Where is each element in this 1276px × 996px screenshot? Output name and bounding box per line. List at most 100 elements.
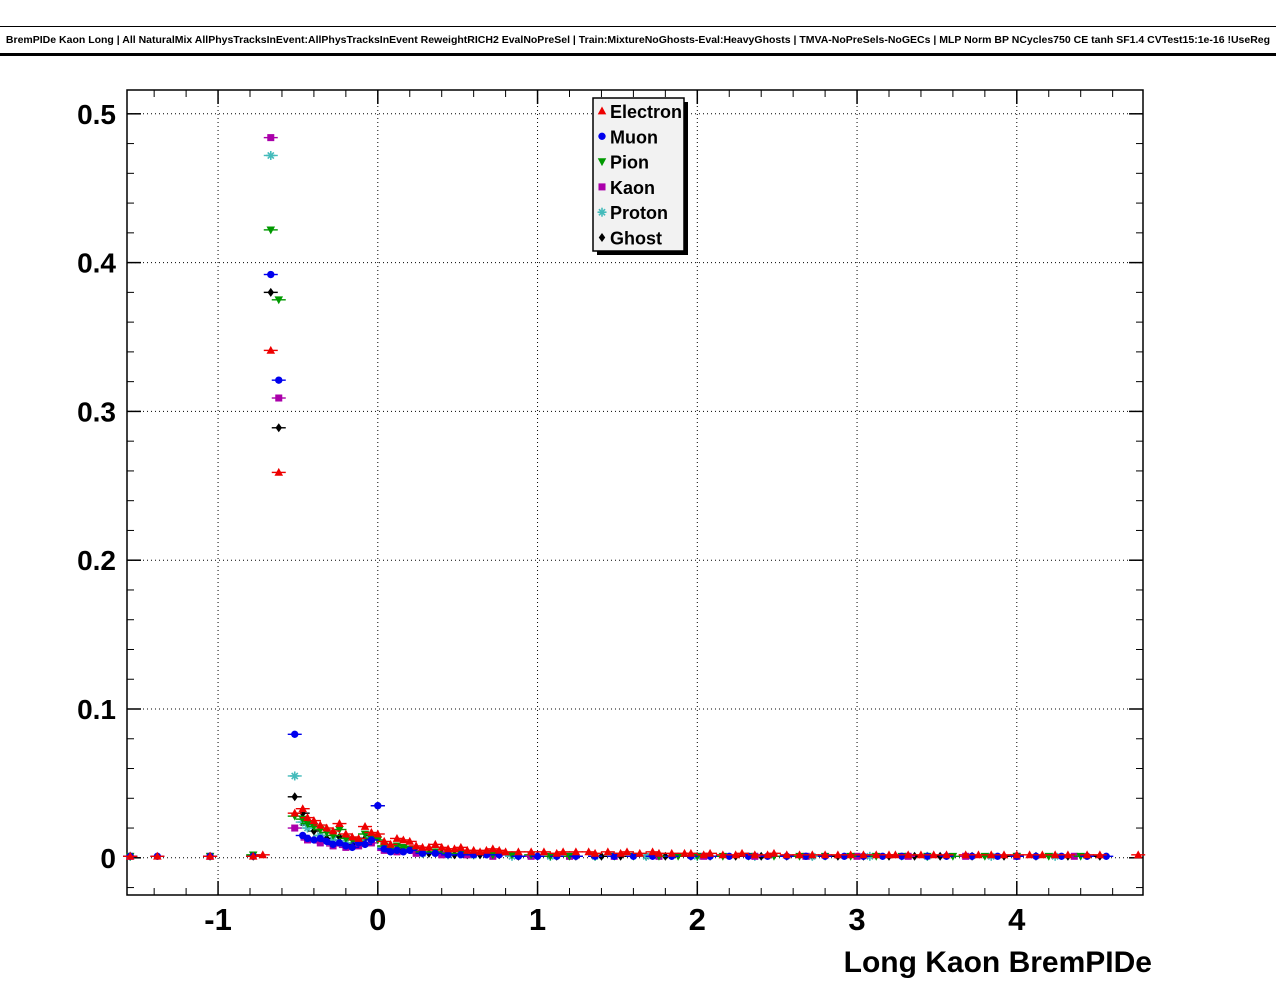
data-point — [335, 819, 344, 827]
star-icon — [597, 207, 607, 217]
data-point — [1038, 850, 1047, 859]
data-point — [310, 836, 318, 844]
data-point — [750, 850, 760, 859]
data-point — [686, 848, 696, 857]
data-point — [386, 839, 395, 848]
data-point — [737, 848, 747, 857]
data-point — [125, 851, 135, 860]
data-point — [335, 826, 344, 835]
y-tick-label: 0.2 — [77, 545, 116, 576]
data-point — [802, 852, 810, 861]
x-tick-labels: -1 0 1 2 3 4 — [204, 902, 1026, 937]
data-point — [274, 296, 284, 305]
data-point — [552, 848, 561, 857]
data-point — [329, 840, 337, 849]
data-point — [622, 847, 632, 856]
data-point — [322, 837, 331, 846]
y-tick-label: 0.5 — [77, 99, 116, 130]
data-point — [610, 852, 618, 861]
data-point — [266, 345, 276, 354]
legend-item-muon: Muon — [598, 127, 658, 147]
data-point — [341, 829, 351, 838]
data-point — [986, 850, 996, 859]
data-point — [386, 848, 395, 856]
data-point — [635, 848, 645, 857]
legend-item-electron: Electron — [597, 102, 682, 122]
data-point — [274, 467, 284, 476]
x-tick-label: 0 — [369, 902, 386, 937]
data-point — [968, 852, 976, 861]
data-point — [367, 836, 376, 844]
data-point — [1102, 852, 1110, 861]
data-point — [718, 850, 728, 859]
x-tick-label: 4 — [1008, 902, 1026, 937]
data-point — [275, 423, 283, 433]
data-point — [808, 850, 817, 859]
legend-label: Proton — [610, 203, 668, 223]
data-point — [1063, 850, 1073, 859]
data-point — [1095, 850, 1105, 859]
series-electron — [123, 345, 1146, 860]
data-point — [291, 730, 299, 738]
data-point — [379, 836, 389, 845]
data-point — [923, 852, 932, 861]
data-point — [482, 845, 491, 854]
data-point — [840, 852, 848, 861]
data-point — [328, 826, 338, 835]
legend-label: Kaon — [610, 178, 655, 198]
axis-ticks — [127, 90, 1143, 895]
data-point — [316, 820, 325, 829]
data-point — [399, 844, 408, 852]
legend-item-proton: Proton — [597, 203, 668, 223]
legend-label: Ghost — [610, 229, 662, 249]
data-point — [616, 848, 625, 857]
y-tick-label: 0.4 — [77, 248, 116, 279]
legend-item-ghost: Ghost — [598, 229, 662, 249]
data-point — [475, 847, 485, 856]
data-point — [1133, 850, 1143, 859]
legend-item-pion: Pion — [597, 153, 649, 173]
data-point — [699, 850, 708, 859]
legend-label: Pion — [610, 153, 649, 173]
y-tick-label: 0 — [100, 843, 116, 874]
data-point — [891, 850, 900, 859]
triangle-down-icon — [597, 158, 607, 167]
data-point — [731, 850, 740, 859]
data-point — [820, 850, 830, 859]
data-point — [782, 850, 792, 859]
data-point — [603, 847, 613, 856]
data-point — [399, 848, 408, 856]
data-point — [290, 808, 300, 817]
data-point — [374, 802, 382, 810]
legend: Electron Muon Pion Kaon Proton Ghost — [592, 97, 688, 255]
x-tick-label: 3 — [848, 902, 865, 937]
x-axis-title: Long Kaon BremPIDe — [844, 946, 1152, 979]
data-point — [961, 850, 970, 859]
data-point — [406, 846, 414, 855]
data-point — [558, 847, 568, 856]
diamond-icon — [598, 233, 606, 242]
data-point — [418, 849, 427, 858]
data-point — [1025, 850, 1034, 859]
circle-icon — [598, 132, 606, 140]
data-point — [999, 850, 1009, 859]
data-point — [539, 847, 549, 856]
data-point — [1050, 850, 1060, 859]
data-point — [1032, 852, 1040, 861]
data-point — [424, 842, 434, 851]
y-tick-labels: 0 0.1 0.2 0.3 0.4 0.5 — [77, 99, 116, 874]
svg-text:Long Kaon BremPIDe: Long Kaon BremPIDe — [844, 946, 1152, 979]
data-point — [654, 848, 664, 857]
data-point — [878, 852, 887, 861]
data-point — [405, 836, 415, 845]
data-point — [846, 850, 855, 859]
data-point — [322, 823, 331, 832]
data-point — [456, 842, 466, 851]
data-point — [303, 834, 312, 843]
data-point — [526, 847, 536, 856]
data-point — [380, 845, 388, 853]
data-point — [348, 843, 356, 852]
legend-item-kaon: Kaon — [598, 178, 655, 198]
